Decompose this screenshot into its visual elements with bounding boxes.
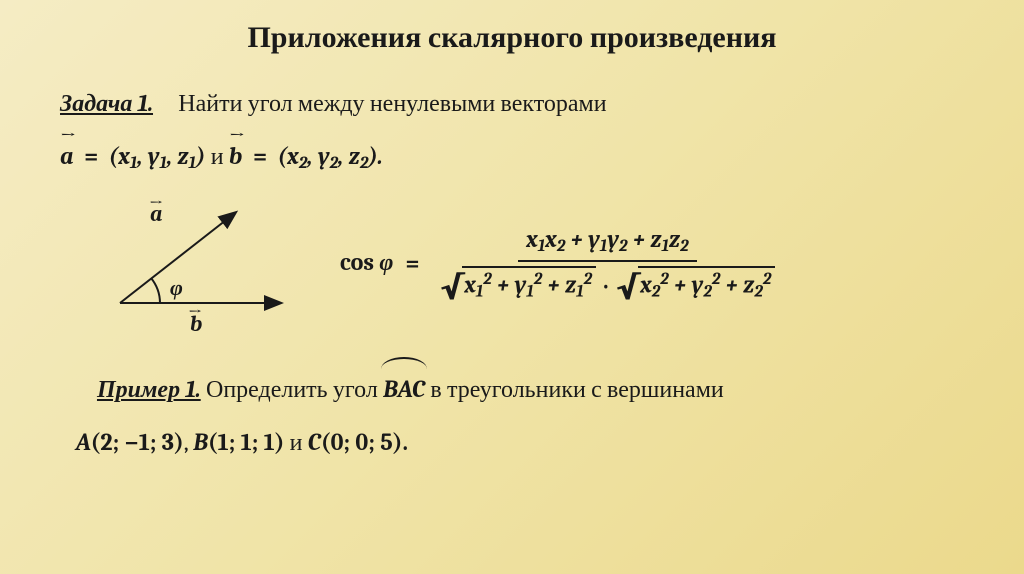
figure-formula-row: a → b → φ cos φ = x1x2 + y1y2 + z1z2 √ x… xyxy=(90,193,964,333)
vector-a: a xyxy=(60,130,74,183)
cos-formula: cos φ = x1x2 + y1y2 + z1z2 √ x12 + y12 +… xyxy=(340,223,783,304)
slide-title: Приложения скалярного произведения xyxy=(60,20,964,55)
a-coords: (x1, y1, z1) xyxy=(109,142,206,170)
denominator: √ x12 + y12 + z12 · √ x22 + y22 + z22 xyxy=(432,262,784,304)
angle-diagram: a → b → φ xyxy=(90,193,300,333)
sqrt-2: √ x22 + y22 + z22 xyxy=(615,266,775,302)
example-and: и xyxy=(290,428,303,456)
example-label: Пример 1. xyxy=(97,375,201,403)
b-coords: (x2, y2, z2). xyxy=(278,142,383,170)
fraction: x1x2 + y1y2 + z1z2 √ x12 + y12 + z12 · √… xyxy=(432,223,784,304)
example-statement: Пример 1. Определить угол BAC в треуголь… xyxy=(60,363,964,469)
problem-label: Задача 1. xyxy=(60,89,153,117)
conj-and: и xyxy=(211,142,224,170)
point-a: A(2; −1; 3) xyxy=(76,428,184,456)
angle-arc xyxy=(151,278,160,303)
problem-text: Найти угол между ненулевыми векторами xyxy=(178,89,606,117)
svg-text:→: → xyxy=(149,193,163,214)
slide: Приложения скалярного произведения Задач… xyxy=(0,0,1024,509)
point-b: B(1; 1; 1) xyxy=(193,428,284,456)
sqrt-1: √ x12 + y12 + z12 xyxy=(440,266,596,302)
example-text1: Определить угол xyxy=(206,375,378,403)
numerator: x1x2 + y1y2 + z1z2 xyxy=(518,223,696,262)
angle-bac: BAC xyxy=(383,363,425,416)
vector-b: b xyxy=(229,130,243,183)
example-text2: в треугольники с вершинами xyxy=(430,375,723,403)
svg-text:→: → xyxy=(188,302,202,323)
label-phi: φ xyxy=(170,275,183,301)
eq-sign: = xyxy=(405,249,419,277)
point-c: C(0; 0; 5). xyxy=(308,428,408,456)
problem-statement: Задача 1. Найти угол между ненулевыми ве… xyxy=(60,77,964,183)
formula-lhs: cos φ xyxy=(340,248,393,277)
